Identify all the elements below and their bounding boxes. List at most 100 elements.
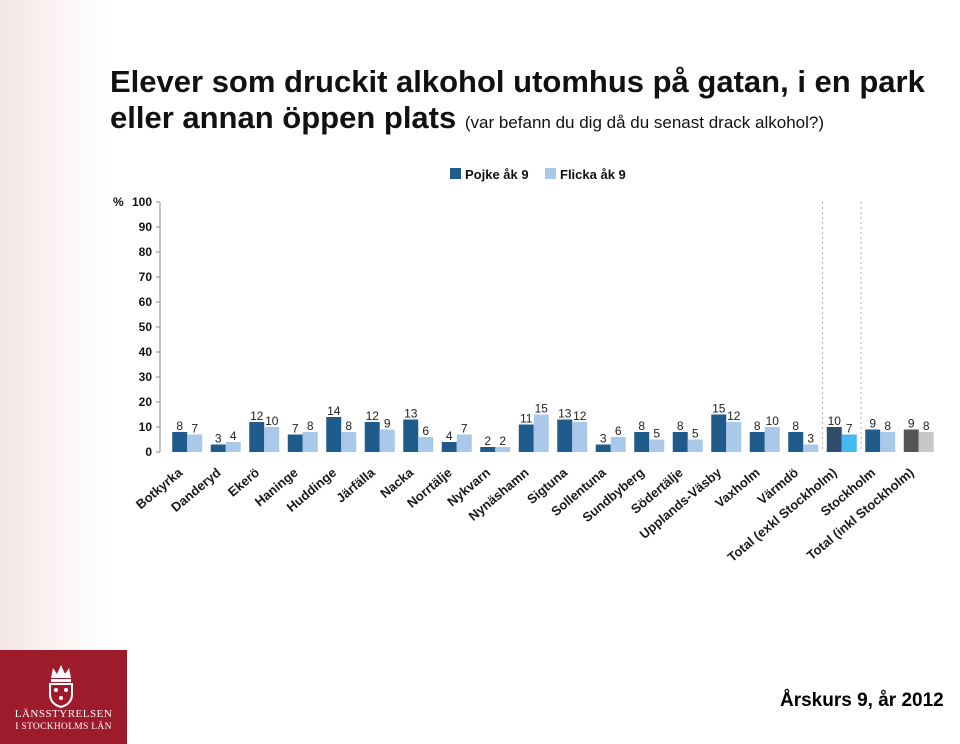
y-axis-label: % (113, 195, 124, 209)
data-label: 12 (727, 409, 741, 423)
data-label: 10 (265, 414, 279, 428)
lansstyrelsen-logo: LÄNSSTYRELSEN I STOCKHOLMS LÄN (0, 650, 127, 744)
bar-girl (649, 439, 665, 452)
bar-girl (841, 434, 857, 452)
y-tick-label: 10 (139, 420, 153, 434)
data-label: 15 (535, 402, 549, 416)
bar-boy (788, 432, 804, 452)
bar-boy (287, 434, 303, 452)
data-label: 8 (345, 419, 352, 433)
title-text: Elever som druckit alkohol utomhus på ga… (110, 64, 925, 135)
data-label: 13 (558, 407, 572, 421)
bar-boy (634, 432, 650, 452)
logo-line1: LÄNSSTYRELSEN (14, 708, 113, 720)
bar-girl (918, 432, 934, 452)
bar-boy (557, 419, 573, 452)
bar-boy (826, 427, 842, 452)
y-tick-label: 30 (139, 370, 153, 384)
crown-icon (49, 665, 73, 708)
data-label: 13 (404, 407, 418, 421)
data-label: 3 (600, 432, 607, 446)
legend-label-boy: Pojke åk 9 (465, 167, 529, 182)
x-category-label: Järfälla (333, 464, 378, 505)
bar-girl (880, 432, 896, 452)
data-label: 3 (807, 432, 814, 446)
data-label: 7 (292, 422, 299, 436)
bar-girl (264, 427, 280, 452)
legend-label-girl: Flicka åk 9 (560, 167, 626, 182)
data-label: 15 (712, 402, 726, 416)
bar-boy (172, 432, 188, 452)
data-label: 8 (176, 419, 183, 433)
bar-girl (418, 437, 434, 452)
data-label: 9 (908, 417, 915, 431)
bar-boy (441, 442, 457, 452)
data-label: 2 (499, 434, 506, 448)
bar-boy (364, 422, 380, 452)
bar-boy (518, 424, 534, 452)
data-label: 8 (792, 419, 799, 433)
y-tick-label: 90 (139, 220, 153, 234)
sidebar-background (0, 0, 112, 744)
bar-boy (326, 417, 342, 452)
bar-girl (726, 422, 742, 452)
y-tick-label: 20 (139, 395, 153, 409)
bar-girl (456, 434, 472, 452)
data-label: 6 (422, 424, 429, 438)
data-label: 3 (215, 432, 222, 446)
data-label: 8 (677, 419, 684, 433)
y-tick-label: 70 (139, 270, 153, 284)
y-tick-label: 0 (145, 445, 152, 459)
y-tick-label: 50 (139, 320, 153, 334)
bar-girl (341, 432, 357, 452)
data-label: 2 (484, 434, 491, 448)
bar-boy (672, 432, 688, 452)
bar-boy (711, 414, 727, 452)
y-tick-label: 100 (132, 195, 152, 209)
bar-girl (379, 429, 395, 452)
bar-boy (595, 444, 611, 452)
data-label: 5 (653, 427, 660, 441)
bar-girl (803, 444, 819, 452)
data-label: 12 (366, 409, 380, 423)
data-label: 14 (327, 404, 341, 418)
page-title: Elever som druckit alkohol utomhus på ga… (110, 64, 960, 141)
data-label: 8 (754, 419, 761, 433)
data-label: 4 (446, 429, 453, 443)
bar-boy (403, 419, 419, 452)
data-label: 12 (250, 409, 264, 423)
bar-girl (225, 442, 241, 452)
logo-line2: I STOCKHOLMS LÄN (15, 722, 112, 732)
bar-boy (749, 432, 765, 452)
y-tick-label: 40 (139, 345, 153, 359)
bar-girl (302, 432, 318, 452)
data-label: 8 (307, 419, 314, 433)
footer-caption: Årskurs 9, år 2012 (780, 690, 944, 711)
legend-swatch-girl (545, 168, 556, 179)
data-label: 5 (692, 427, 699, 441)
data-label: 8 (638, 419, 645, 433)
data-label: 6 (615, 424, 622, 438)
data-label: 8 (884, 419, 891, 433)
legend-swatch-boy (450, 168, 461, 179)
data-label: 7 (461, 422, 468, 436)
data-label: 10 (766, 414, 780, 428)
y-tick-label: 60 (139, 295, 153, 309)
bar-girl (495, 447, 511, 452)
data-label: 4 (230, 429, 237, 443)
data-label: 8 (923, 419, 930, 433)
data-label: 7 (191, 422, 198, 436)
bar-girl (572, 422, 588, 452)
data-label: 7 (846, 422, 853, 436)
bar-girl (610, 437, 626, 452)
bar-girl (187, 434, 203, 452)
bar-boy (210, 444, 226, 452)
data-label: 9 (384, 417, 391, 431)
bar-boy (903, 429, 919, 452)
bar-boy (480, 447, 496, 452)
bar-girl (764, 427, 780, 452)
bar-boy (249, 422, 265, 452)
bar-girl (687, 439, 703, 452)
subtitle: (var befann du dig då du senast drack al… (464, 113, 824, 132)
y-tick-label: 80 (139, 245, 153, 259)
